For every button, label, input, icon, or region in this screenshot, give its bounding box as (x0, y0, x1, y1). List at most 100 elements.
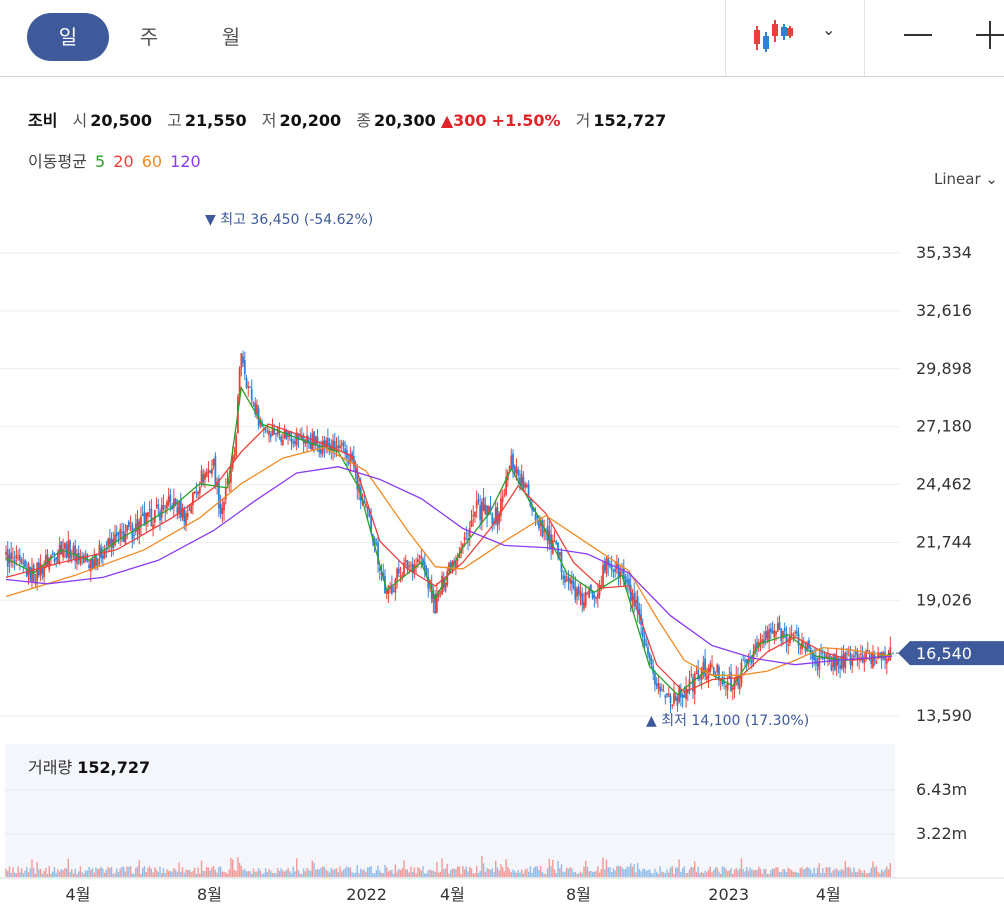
volume-bar (299, 873, 301, 877)
volume-bar (475, 866, 478, 877)
candlestick-icon[interactable] (752, 18, 794, 54)
close-label: 종 (356, 111, 372, 130)
volume-bar (31, 859, 33, 877)
volume-bar (598, 872, 601, 877)
volume-bar (91, 868, 94, 877)
plus-icon-vertical[interactable] (989, 21, 991, 49)
volume-bar (681, 868, 684, 877)
volume-bar (489, 869, 492, 877)
candle-body (539, 523, 542, 527)
volume-bar (283, 871, 286, 877)
candle-body (654, 673, 656, 685)
volume-bar (534, 866, 537, 877)
candle-body (636, 596, 639, 613)
candle-body (555, 541, 558, 545)
volume-bar (463, 869, 466, 877)
volume-bar (849, 868, 852, 877)
candle-body (756, 642, 758, 649)
candle-body (185, 513, 187, 526)
candle-body (790, 633, 793, 636)
volume-bar (718, 871, 720, 877)
candle-body (747, 658, 750, 663)
volume-bar (635, 872, 637, 877)
chart-markers: ▼ 최고 36,450 (-54.62%) ▲ 최저 14,100 (17.30%… (205, 212, 1004, 729)
candle-body (634, 600, 637, 604)
candle-body (311, 433, 314, 451)
candle-body (294, 440, 296, 444)
moving-average-legend[interactable]: 이동평균 5 20 60 120 (28, 148, 204, 172)
candle-body (593, 595, 596, 598)
volume-bar (569, 867, 571, 877)
candle-body (43, 566, 45, 578)
period-month-button[interactable]: 월 (221, 25, 241, 49)
chevron-down-icon: ⌄ (985, 170, 998, 188)
volume-bar (391, 870, 393, 877)
candle-body (115, 532, 118, 537)
volume-bar (832, 870, 834, 877)
candle-body (479, 504, 482, 520)
candle-body (776, 623, 779, 632)
candle-body (385, 590, 388, 594)
volume-bar (361, 870, 364, 877)
volume-bar (117, 871, 120, 877)
candle-body (520, 473, 523, 486)
volume-bar (853, 867, 855, 877)
candle-body (188, 509, 191, 511)
volume-bar (176, 871, 179, 877)
volume-bar (617, 866, 620, 877)
volume-bar (240, 865, 243, 877)
volume-bar (508, 869, 511, 877)
minus-icon[interactable] (904, 34, 932, 36)
volume-bar (524, 869, 526, 877)
candle-body (804, 647, 807, 652)
candle-body (179, 499, 182, 518)
volume-bar (84, 870, 87, 877)
candle-body (197, 491, 199, 495)
candle-body (195, 491, 198, 493)
volume-bar (193, 867, 196, 877)
candle-body (681, 694, 684, 698)
low-label: 저 (261, 111, 277, 130)
candle-body (503, 494, 506, 496)
candle-body (259, 420, 262, 425)
chevron-down-icon[interactable]: ⌄ (822, 20, 836, 39)
candle-body (60, 541, 63, 555)
period-week-button[interactable]: 주 (139, 25, 159, 49)
candle-body (230, 465, 232, 483)
period-day-button[interactable]: 일 (27, 13, 109, 61)
volume-bar (373, 873, 376, 877)
volume-bar (785, 871, 788, 877)
volume-bar (425, 873, 428, 877)
volume-bar (46, 873, 49, 877)
candle-body (699, 676, 701, 679)
candle-body (887, 658, 890, 660)
volume-bar (342, 869, 345, 877)
volume-bar (422, 866, 424, 877)
volume-bar (238, 862, 241, 877)
toolbar-divider (864, 0, 865, 76)
volume-bar (649, 869, 651, 877)
candle-body (839, 665, 841, 669)
volume-bar (86, 870, 89, 877)
volume-bar (318, 869, 320, 877)
candle-body (133, 535, 135, 537)
volume-bar (102, 868, 104, 877)
candle-body (159, 511, 161, 521)
candle-body (785, 633, 788, 644)
candle-body (425, 567, 428, 576)
volume-bar (839, 870, 841, 877)
volume-bar (844, 860, 846, 877)
volume-bar (581, 873, 583, 877)
candle-body (662, 690, 665, 692)
candle-body (702, 662, 705, 671)
candle-body (609, 564, 611, 567)
volume-bar (95, 867, 97, 877)
volume-bar (510, 872, 512, 877)
scale-mode-dropdown[interactable]: Linear ⌄ (934, 170, 998, 188)
candle-body (15, 555, 18, 559)
volume-bar (62, 870, 64, 877)
candle-body (377, 542, 379, 565)
candle-body (830, 664, 833, 671)
volume-bar (688, 869, 691, 877)
